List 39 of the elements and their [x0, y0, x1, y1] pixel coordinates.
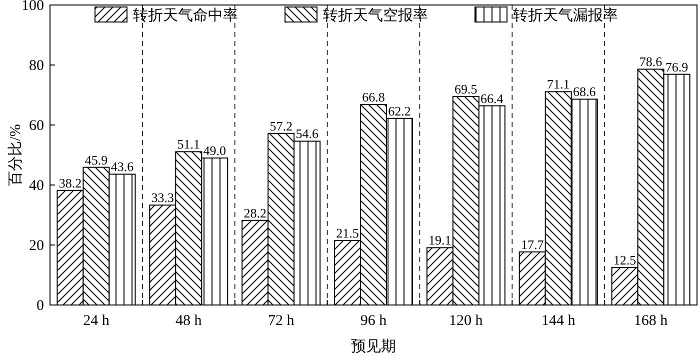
data-label: 69.5: [454, 82, 478, 96]
data-label: 76.9: [665, 59, 688, 74]
data-label: 49.0: [203, 143, 226, 158]
data-label: 62.2: [388, 103, 411, 118]
data-label: 17.7: [520, 236, 544, 252]
y-tick-label: 40: [29, 178, 44, 194]
x-tick-label: 168 h: [634, 313, 668, 329]
data-label: 57.2: [270, 118, 292, 134]
data-label: 28.2: [244, 205, 266, 220]
x-tick-label: 120 h: [449, 313, 484, 329]
data-label: 21.5: [336, 226, 359, 240]
y-tick-label: 100: [22, 0, 44, 14]
data-label: 66.8: [362, 90, 385, 105]
data-label: 66.4: [480, 90, 504, 106]
data-label: 12.5: [613, 252, 636, 268]
y-tick-label: 80: [29, 58, 44, 74]
data-label: 71.1: [546, 76, 570, 92]
x-tick-label: 96 h: [360, 313, 388, 329]
data-label: 78.6: [639, 54, 663, 70]
x-tick-label: 72 h: [268, 313, 295, 329]
data-label: 19.1: [428, 232, 452, 248]
data-label: 38.2: [58, 175, 82, 190]
data-label: 51.1: [177, 136, 200, 152]
data-label: 68.6: [572, 84, 596, 100]
legend-label: 转折天气命中率: [133, 7, 238, 24]
legend-label: 转折天气空报率: [323, 7, 428, 24]
x-tick-label: 144 h: [541, 313, 576, 329]
y-tick-label: 0: [36, 298, 44, 314]
legend-label: 转折天气漏报率: [513, 7, 618, 24]
x-axis-title: 预见期: [351, 338, 396, 355]
data-label: 43.6: [110, 159, 134, 174]
data-label: 33.3: [151, 190, 174, 206]
y-axis-title: 百分比/%: [7, 124, 24, 186]
data-label: 54.6: [296, 126, 319, 142]
x-tick-label: 24 h: [83, 313, 110, 329]
data-label: 45.9: [84, 152, 108, 168]
x-tick-label: 48 h: [176, 313, 202, 329]
y-tick-label: 20: [29, 238, 44, 254]
y-tick-label: 60: [29, 118, 44, 134]
